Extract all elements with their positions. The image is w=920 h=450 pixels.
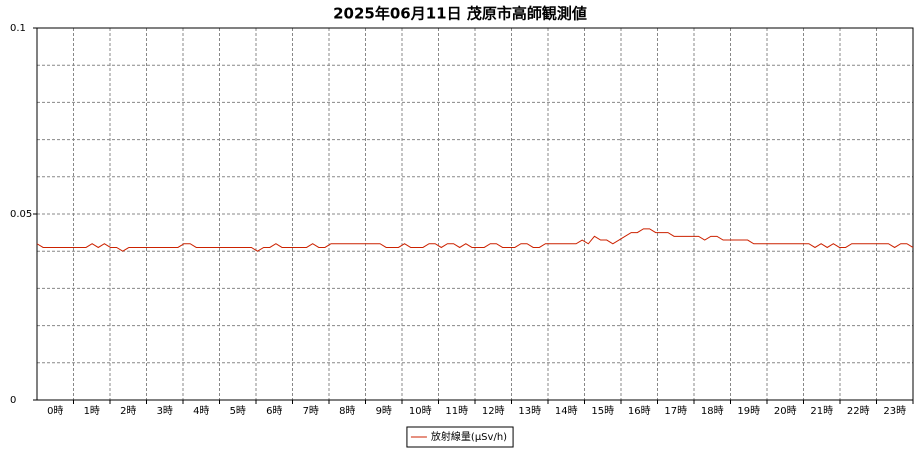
chart-title: 2025年06月11日 茂原市高師観測値 [333,5,587,23]
x-tick-label: 18時 [701,405,724,417]
y-tick-label: 0.05 [10,209,32,220]
x-tick-label: 23時 [883,405,906,417]
x-tick-label: 19時 [737,405,760,417]
y-tick-label: 0 [10,395,16,406]
x-tick-label: 13時 [518,405,541,417]
x-tick-label: 11時 [445,405,468,417]
x-tick-label: 20時 [774,405,797,417]
x-tick-label: 14時 [555,405,578,417]
plot-border [36,27,914,401]
x-tick-label: 2時 [120,405,136,417]
x-tick-label: 1時 [84,405,100,417]
x-tick-label: 16時 [628,405,651,417]
x-tick-label: 8時 [339,405,355,417]
legend-label: 放射線量(μSv/h) [431,430,507,443]
data-line [36,228,914,252]
x-tick-label: 22時 [847,405,870,417]
x-tick-label: 4時 [193,405,209,417]
x-tick-label: 12時 [482,405,505,417]
legend: 放射線量(μSv/h) [406,426,514,448]
x-tick-label: 17時 [664,405,687,417]
x-tick-label: 0時 [47,405,63,417]
x-tick-label: 7時 [303,405,319,417]
y-tick-label: 0.1 [10,23,26,34]
x-tick-label: 21時 [810,405,833,417]
legend-box [406,426,514,448]
x-tick-label: 9時 [376,405,392,417]
x-tick-label: 3時 [157,405,173,417]
x-tick-label: 10時 [409,405,432,417]
x-tick-label: 5時 [230,405,246,417]
x-tick-label: 6時 [266,405,282,417]
x-tick-label: 15時 [591,405,614,417]
